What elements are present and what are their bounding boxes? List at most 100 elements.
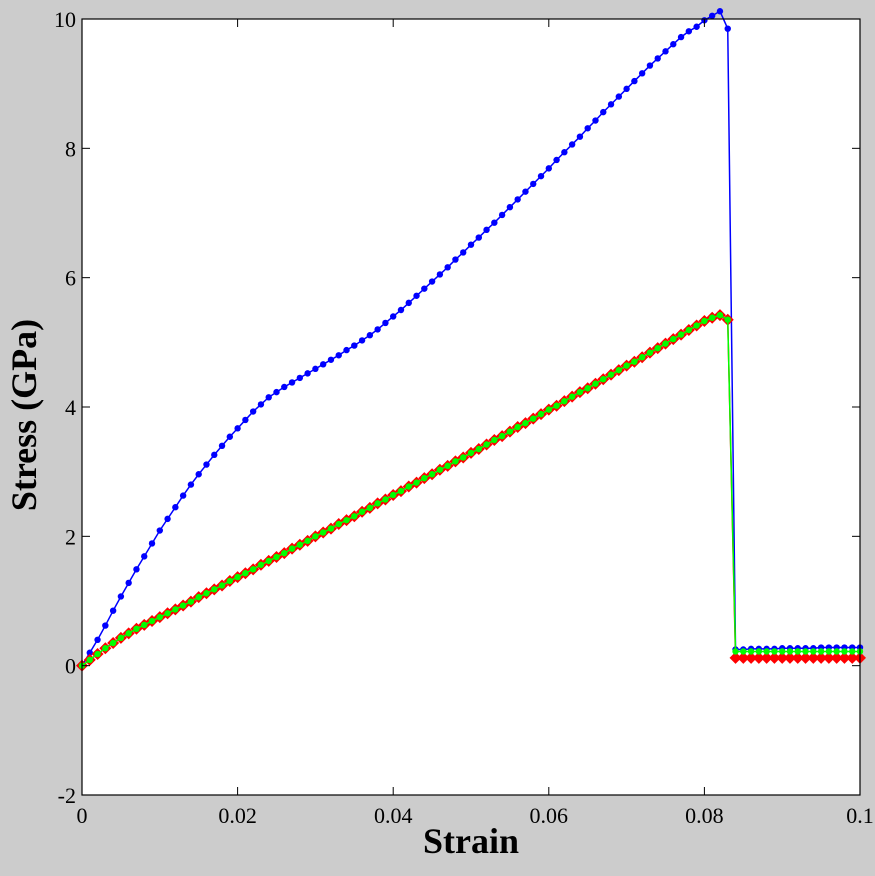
y-tick-label: 6 [65,266,76,291]
data-point [670,41,677,48]
data-point [187,481,195,488]
data-point [794,648,801,655]
data-point [822,651,835,664]
data-point [646,62,654,69]
data-point [148,540,156,547]
data-point [141,621,148,629]
data-point [654,55,661,62]
data-point [319,361,327,368]
y-tick-label: 8 [65,136,76,161]
data-point [288,545,296,552]
data-point [452,256,459,263]
data-point [281,383,288,391]
data-point [825,648,833,655]
data-point [390,491,397,499]
data-point [374,500,381,507]
data-point [846,651,859,664]
data-point [273,388,280,396]
data-point [638,354,646,361]
data-point [102,622,109,629]
data-point [802,648,809,655]
data-point [444,264,451,271]
data-point [288,379,296,386]
data-point [296,374,304,382]
data-point [366,504,374,512]
data-point [522,188,529,195]
data-point [475,234,482,241]
data-point [737,651,750,664]
x-tick-label: 0.04 [374,803,413,828]
data-point [133,566,140,573]
data-point [498,432,506,440]
data-point [125,579,132,587]
data-point [677,331,685,338]
data-point [374,326,381,333]
data-point [211,451,218,459]
data-point [133,625,140,633]
y-tick-label: 0 [65,654,76,679]
data-point [86,656,93,664]
data-point [662,340,669,347]
data-point [273,553,280,561]
data-point [257,401,265,408]
data-point [646,349,654,356]
data-point [530,180,537,188]
data-point [491,219,498,226]
data-point [817,648,825,655]
data-point [203,590,210,597]
data-point [760,651,773,664]
data-point [397,487,405,495]
data-point [117,634,125,642]
data-point [226,577,234,585]
data-point [467,241,475,248]
data-point [561,149,568,156]
y-tick-label: -2 [58,783,76,808]
data-point [304,537,311,545]
data-point [841,648,848,655]
data-point [234,425,241,432]
data-point [382,319,389,327]
data-point [576,388,584,396]
data-point [631,358,638,365]
data-point [234,573,241,581]
data-point [592,117,599,124]
data-point [265,394,272,401]
data-point [141,553,148,560]
data-point [833,648,840,655]
data-point [729,651,742,664]
data-point [849,648,856,655]
data-point [522,419,529,427]
data-point [475,445,482,453]
data-point [584,385,591,392]
data-point [172,606,179,613]
data-point [312,533,319,540]
data-point [164,610,171,617]
data-point [677,33,685,41]
data-point [94,650,101,658]
data-point [685,28,693,35]
data-point [405,483,412,490]
data-point [506,203,514,211]
data-point [343,346,350,354]
data-point [600,108,607,116]
data-point [815,651,828,664]
x-tick-label: 0.08 [685,803,724,828]
data-point [421,285,428,292]
data-point [211,586,218,593]
data-point [351,342,358,349]
x-tick-label: 0.06 [530,803,569,828]
data-point [791,651,804,664]
data-point [623,85,630,93]
data-point [164,515,171,523]
data-point [125,630,132,637]
data-point [615,366,623,374]
data-point [514,196,521,203]
data-point [187,598,195,605]
data-point [405,299,412,307]
data-point [685,326,693,334]
data-point [156,613,163,621]
data-point [545,165,552,172]
data-point [584,125,591,132]
